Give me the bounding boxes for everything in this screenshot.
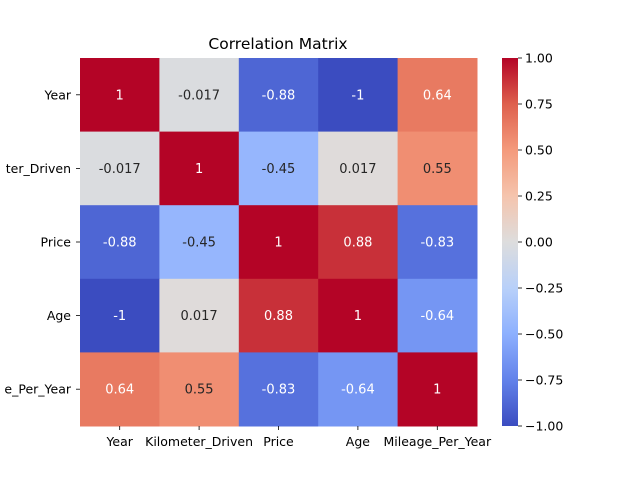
colorbar-tick-label: −0.50 bbox=[525, 327, 563, 342]
heatmap-cell bbox=[238, 352, 319, 427]
colorbar: 1.00 0.75 0.50 0.25 0.00 −0.25 −0.50 −0.75 −1.00 bbox=[502, 51, 563, 434]
x-tick-label: Year bbox=[105, 434, 133, 449]
heatmap-cell bbox=[238, 58, 319, 133]
heatmap-cell-label: 0.64 bbox=[105, 383, 134, 398]
heatmap-cells bbox=[80, 58, 478, 427]
heatmap-cell bbox=[397, 278, 478, 353]
heatmap-cell-label: -0.017 bbox=[99, 162, 141, 177]
x-tick-label: Price bbox=[263, 434, 294, 449]
heatmap-cell-label: 0.88 bbox=[343, 236, 372, 251]
y-tick-label: Price bbox=[41, 235, 72, 250]
heatmap-cell bbox=[80, 278, 160, 353]
colorbar-tick-label: 0.50 bbox=[525, 143, 553, 158]
heatmap-cell bbox=[238, 205, 319, 280]
heatmap-cell-labels: 1 -0.017 -0.88 -1 0.64 -0.017 1 -0.45 0.017 0.55 -… bbox=[99, 88, 454, 397]
heatmap-cell-label: -0.83 bbox=[420, 236, 454, 251]
heatmap-cell bbox=[397, 58, 478, 133]
heatmap-cell-label: 1 bbox=[195, 162, 203, 177]
y-tick-label: Age bbox=[47, 308, 71, 323]
heatmap-cell bbox=[159, 278, 240, 353]
heatmap-cell-label: -0.88 bbox=[103, 236, 137, 251]
heatmap-cell bbox=[80, 58, 160, 133]
heatmap-cell-label: 0.017 bbox=[180, 309, 217, 324]
heatmap-cell bbox=[397, 352, 478, 427]
heatmap-cell-label: 1 bbox=[274, 236, 282, 251]
colorbar-tick-label: −0.75 bbox=[525, 373, 563, 388]
colorbar-tick-label: 0.75 bbox=[525, 97, 553, 112]
y-tick-label: e_Per_Year bbox=[4, 382, 71, 397]
colorbar-tick-label: 0.25 bbox=[525, 189, 553, 204]
heatmap-cell-label: -0.45 bbox=[182, 236, 216, 251]
heatmap-cell bbox=[80, 205, 160, 280]
heatmap-cell bbox=[238, 278, 319, 353]
heatmap-cell-label: 0.88 bbox=[264, 309, 293, 324]
x-tick-label: Age bbox=[346, 434, 370, 449]
heatmap-cell-label: -0.88 bbox=[262, 88, 296, 103]
heatmap-cell bbox=[318, 205, 399, 280]
heatmap-cell bbox=[80, 131, 160, 206]
colorbar-tick-label: −1.00 bbox=[525, 419, 563, 434]
heatmap-cell-label: 1 bbox=[433, 383, 441, 398]
heatmap-cell bbox=[318, 352, 399, 427]
y-axis-ticks: Year ter_Driven Price Age e_Per_Year bbox=[4, 87, 80, 397]
y-tick-label: Year bbox=[44, 87, 72, 102]
heatmap-cell-label: -1 bbox=[351, 88, 364, 103]
heatmap-cell bbox=[238, 131, 319, 206]
heatmap-cell bbox=[80, 352, 160, 427]
heatmap-cell-label: 1 bbox=[116, 88, 124, 103]
heatmap-cell-label: -0.64 bbox=[420, 309, 454, 324]
heatmap-cell bbox=[318, 278, 399, 353]
x-axis-ticks: Year Kilometer_Driven Price Age Mileage_Per_… bbox=[105, 426, 492, 449]
chart-title: Correlation Matrix bbox=[208, 35, 347, 53]
colorbar-tick-label: 1.00 bbox=[525, 51, 553, 66]
heatmap-cell-label: -0.45 bbox=[262, 162, 296, 177]
heatmap-cell bbox=[159, 131, 240, 206]
heatmap-cell-label: -0.017 bbox=[178, 88, 220, 103]
heatmap-cell-label: -0.83 bbox=[262, 383, 296, 398]
heatmap-cell bbox=[318, 131, 399, 206]
heatmap-cell bbox=[159, 352, 240, 427]
heatmap-cell bbox=[397, 131, 478, 206]
x-tick-label: Kilometer_Driven bbox=[145, 434, 253, 449]
heatmap-cell bbox=[397, 205, 478, 280]
heatmap-cell bbox=[318, 58, 399, 133]
heatmap-cell-label: 0.55 bbox=[423, 162, 452, 177]
colorbar-tick-label: −0.25 bbox=[525, 281, 563, 296]
heatmap-cell-label: 0.55 bbox=[185, 383, 214, 398]
heatmap-cell-label: 0.017 bbox=[339, 162, 376, 177]
heatmap-cell-label: 0.64 bbox=[423, 88, 452, 103]
y-tick-label: ter_Driven bbox=[6, 161, 71, 176]
heatmap-cell bbox=[159, 205, 240, 280]
colorbar-gradient bbox=[502, 58, 518, 426]
heatmap-cell-label: -1 bbox=[113, 309, 126, 324]
heatmap-cell-label: -0.64 bbox=[341, 383, 375, 398]
heatmap-cell bbox=[159, 58, 240, 133]
heatmap-cell-label: 1 bbox=[354, 309, 362, 324]
x-tick-label: Mileage_Per_Year bbox=[384, 434, 492, 449]
colorbar-tick-label: 0.00 bbox=[525, 235, 553, 250]
